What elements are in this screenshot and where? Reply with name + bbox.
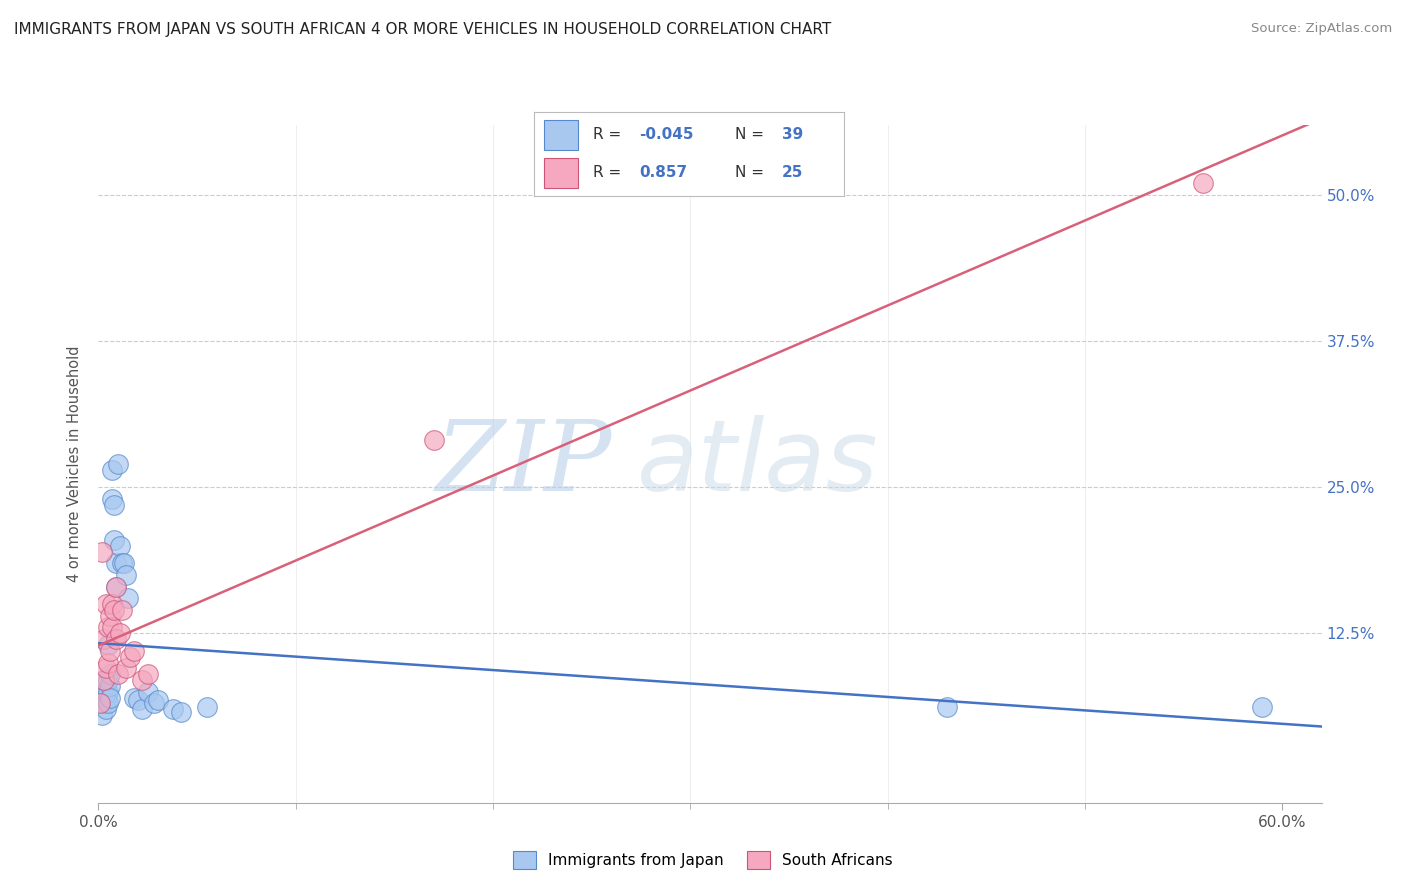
Point — [118, 649, 141, 664]
Point — [170, 705, 193, 719]
Point — [91, 690, 114, 705]
Point — [105, 556, 128, 570]
Point — [162, 702, 184, 716]
Point — [146, 693, 169, 707]
Point — [111, 556, 134, 570]
Point — [142, 697, 165, 711]
Point — [105, 632, 128, 647]
Point — [103, 603, 125, 617]
Y-axis label: 4 or more Vehicles in Household: 4 or more Vehicles in Household — [67, 345, 83, 582]
Point — [115, 567, 138, 582]
Point — [195, 700, 218, 714]
Point — [127, 693, 149, 707]
Point — [96, 685, 118, 699]
Text: N =: N = — [735, 127, 769, 142]
Point — [122, 690, 145, 705]
Text: 39: 39 — [782, 127, 803, 142]
Point — [122, 644, 145, 658]
Text: ZIP: ZIP — [436, 417, 612, 511]
Point — [89, 697, 111, 711]
Legend: Immigrants from Japan, South Africans: Immigrants from Japan, South Africans — [508, 845, 898, 875]
Point — [105, 580, 128, 594]
Point — [93, 673, 115, 687]
Point — [108, 539, 131, 553]
Point — [98, 690, 121, 705]
Point — [93, 697, 115, 711]
Point — [96, 702, 118, 716]
Point — [98, 608, 121, 623]
Point — [1251, 700, 1274, 714]
Point — [107, 457, 129, 471]
Text: 25: 25 — [782, 165, 803, 180]
Text: IMMIGRANTS FROM JAPAN VS SOUTH AFRICAN 4 OR MORE VEHICLES IN HOUSEHOLD CORRELATI: IMMIGRANTS FROM JAPAN VS SOUTH AFRICAN 4… — [14, 22, 831, 37]
Point — [136, 667, 159, 681]
Point — [115, 661, 138, 675]
Point — [108, 626, 131, 640]
Point — [91, 544, 114, 558]
Point — [97, 656, 120, 670]
Point — [96, 661, 118, 675]
Point — [131, 702, 153, 716]
Point — [97, 620, 120, 634]
Point — [103, 533, 125, 547]
Point — [97, 697, 120, 711]
Text: atlas: atlas — [637, 416, 879, 512]
Point — [89, 697, 111, 711]
Point — [97, 638, 120, 652]
Text: N =: N = — [735, 165, 769, 180]
Text: 0.857: 0.857 — [640, 165, 688, 180]
Point — [98, 667, 121, 681]
Point — [117, 591, 139, 606]
Point — [131, 673, 153, 687]
Point — [101, 597, 124, 611]
Point — [107, 667, 129, 681]
Text: Source: ZipAtlas.com: Source: ZipAtlas.com — [1251, 22, 1392, 36]
Point — [112, 556, 135, 570]
FancyBboxPatch shape — [544, 120, 578, 150]
Point — [136, 685, 159, 699]
Point — [98, 644, 121, 658]
Point — [101, 491, 124, 506]
Point — [91, 708, 114, 723]
Text: R =: R = — [593, 127, 626, 142]
Point — [93, 673, 115, 687]
Point — [103, 498, 125, 512]
Text: -0.045: -0.045 — [640, 127, 695, 142]
Point — [96, 597, 118, 611]
Text: R =: R = — [593, 165, 626, 180]
Point — [96, 690, 118, 705]
Point — [97, 685, 120, 699]
Point — [1192, 177, 1215, 191]
Point — [97, 673, 120, 687]
Point — [105, 580, 128, 594]
Point — [935, 700, 957, 714]
FancyBboxPatch shape — [544, 158, 578, 188]
Point — [101, 463, 124, 477]
Point — [423, 434, 446, 448]
Point — [101, 620, 124, 634]
Point — [111, 603, 134, 617]
Point — [98, 679, 121, 693]
Point — [93, 685, 115, 699]
Point — [93, 632, 115, 647]
